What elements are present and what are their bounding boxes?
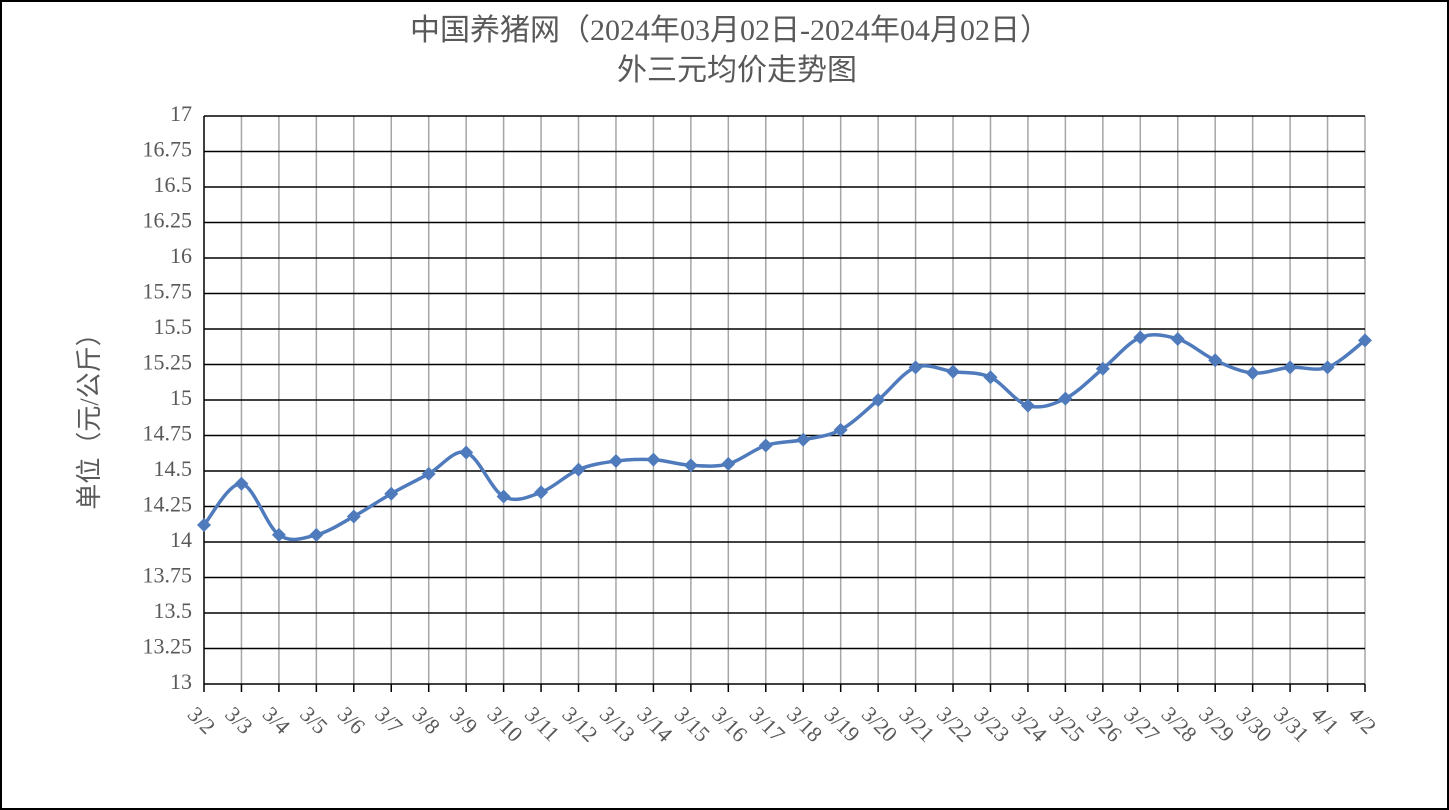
point — [1133, 330, 1148, 345]
point — [534, 485, 549, 500]
point — [234, 476, 249, 491]
point — [908, 360, 923, 375]
point — [1245, 366, 1260, 381]
point — [346, 509, 361, 524]
y-tick-label: 13.5 — [154, 598, 193, 623]
y-tick-label: 16.75 — [143, 137, 193, 162]
point — [946, 364, 961, 379]
point — [758, 438, 773, 453]
point — [1208, 353, 1223, 368]
point — [571, 462, 586, 477]
point — [271, 527, 286, 542]
y-tick-label: 15.5 — [154, 314, 193, 339]
y-tick-label: 14 — [170, 527, 192, 552]
point — [721, 456, 736, 471]
y-tick-label: 13.75 — [143, 563, 193, 588]
point — [309, 527, 324, 542]
point — [796, 432, 811, 447]
point — [1358, 333, 1372, 348]
point — [683, 458, 698, 473]
y-tick-label: 14.75 — [143, 421, 193, 446]
point — [1020, 398, 1035, 413]
y-tick-label: 16 — [170, 243, 192, 268]
y-tick-label: 16.5 — [154, 172, 193, 197]
point — [496, 489, 511, 504]
point — [384, 486, 399, 501]
point — [421, 466, 436, 481]
point — [608, 454, 623, 469]
y-tick-label: 13 — [170, 669, 192, 694]
point — [1283, 360, 1298, 375]
point — [1320, 360, 1335, 375]
point — [871, 393, 886, 407]
y-tick-label: 15.25 — [143, 350, 193, 375]
point — [1095, 361, 1110, 376]
y-tick-label: 17 — [170, 101, 192, 126]
point — [833, 422, 848, 437]
y-tick-label: 15 — [170, 385, 192, 410]
y-axis-label: 单位（元/公斤） — [75, 320, 104, 509]
y-tick-label: 13.25 — [143, 634, 193, 659]
point — [1058, 391, 1073, 406]
y-tick-label: 14.5 — [154, 456, 193, 481]
y-tick-label: 16.25 — [143, 208, 193, 233]
point — [983, 370, 998, 385]
y-tick-label: 14.25 — [143, 492, 193, 517]
point — [459, 445, 474, 460]
point — [1170, 331, 1185, 346]
chart-subtitle: 外三元均价走势图 — [617, 54, 857, 87]
point — [197, 517, 211, 532]
y-tick-label: 15.75 — [143, 279, 193, 304]
chart-title: 中国养猪网（2024年03月02日-2024年04月02日） — [410, 14, 1050, 47]
point — [646, 452, 661, 467]
